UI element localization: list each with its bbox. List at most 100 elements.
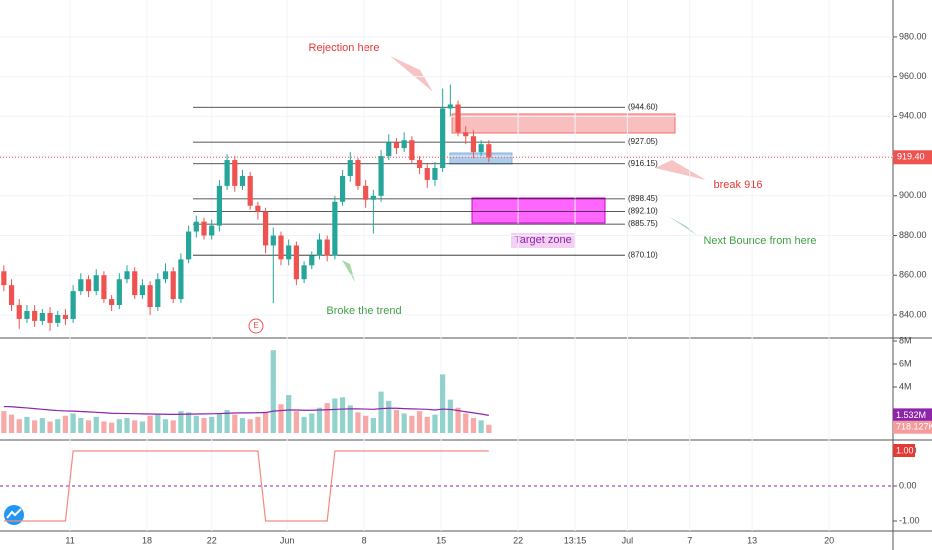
volume-bar	[378, 391, 384, 433]
indicator-line	[3, 450, 489, 522]
level-label: (898.45)	[628, 194, 658, 203]
candle-body	[232, 160, 238, 186]
annotation: Next Bounce from here	[703, 235, 816, 247]
target-zone	[471, 197, 606, 224]
x-tick-label: 20	[824, 535, 834, 545]
level-label: (944.60)	[628, 102, 658, 111]
candle-body	[463, 132, 469, 137]
candle-body	[116, 279, 122, 306]
x-tick-label: 15	[436, 535, 446, 545]
volume-bar	[424, 416, 430, 433]
volume-bar	[416, 411, 423, 433]
earnings-marker[interactable]	[248, 318, 264, 334]
candle-body	[455, 104, 461, 133]
candle-body	[262, 211, 269, 246]
volume-bar	[247, 419, 253, 433]
candle-body	[478, 144, 484, 153]
volume-bar	[332, 398, 338, 433]
x-tick-label: 8	[362, 535, 367, 545]
candle-body	[70, 291, 76, 319]
candle-body	[147, 285, 153, 308]
candle-body	[24, 310, 30, 319]
x-tick-label: 22	[513, 535, 523, 545]
volume-bar	[324, 403, 330, 433]
candle-body	[324, 239, 330, 256]
volume-bar	[116, 419, 122, 433]
candle-body	[209, 225, 215, 236]
candle-body	[132, 271, 138, 296]
volume-bar	[270, 350, 276, 433]
candle-body	[239, 175, 246, 186]
candle-body	[432, 168, 438, 180]
candle-body	[93, 275, 99, 292]
annotation: break 916	[714, 179, 763, 191]
candle-body	[347, 160, 353, 176]
last-price-tag	[893, 150, 932, 165]
candle-body	[424, 168, 430, 180]
candle-body	[62, 314, 69, 319]
candle-body	[355, 160, 361, 186]
volume-bar	[386, 400, 392, 433]
candle-body	[255, 205, 261, 212]
y-tick-label: 900.00	[899, 190, 927, 200]
candle-body	[278, 235, 284, 260]
candle-body	[155, 279, 161, 308]
volume-bar	[162, 419, 169, 433]
volume-bar	[301, 416, 307, 433]
candle-body	[109, 299, 115, 306]
candle-body	[55, 314, 61, 323]
level-label: (885.75)	[628, 219, 658, 228]
volume-bar	[16, 419, 22, 433]
candle-body	[401, 140, 407, 149]
x-tick-label: 13:15	[564, 535, 587, 545]
volume-bar	[409, 415, 415, 433]
x-tick-label: 18	[142, 535, 152, 545]
volume-bar	[224, 410, 230, 433]
volume-bar	[309, 413, 315, 433]
candle-body	[316, 239, 323, 256]
candle-body	[416, 160, 423, 169]
volume-bar	[132, 420, 138, 433]
volume-bar	[193, 415, 199, 433]
candle-body	[363, 185, 369, 200]
volume-bar	[147, 415, 153, 433]
volume-bar	[8, 414, 15, 433]
x-tick-label: 22	[207, 535, 217, 545]
volume-bar	[262, 412, 269, 433]
volume-bar	[463, 413, 469, 433]
volume-bar	[1, 411, 7, 433]
candle-body	[193, 221, 199, 232]
last-price-label: 919.40	[897, 152, 925, 162]
y-tick-label: -1.00	[899, 515, 920, 525]
candle-body	[309, 255, 315, 266]
logo[interactable]	[4, 505, 24, 525]
candle-body	[293, 245, 299, 280]
volume-bar	[393, 410, 400, 433]
level-label: (870.10)	[628, 250, 658, 259]
volume-bar	[62, 415, 69, 433]
volume-bar	[155, 414, 161, 433]
candle-body	[78, 279, 84, 292]
ma-label: 1.532M	[896, 410, 926, 420]
candle-body	[440, 108, 446, 169]
candle-body	[32, 310, 38, 321]
volume-bar	[170, 420, 176, 433]
volume-bar	[293, 411, 299, 433]
volume-bar	[316, 407, 323, 433]
volume-ma	[3, 405, 489, 416]
volume-bar	[32, 420, 38, 433]
candle-body	[470, 136, 477, 153]
volume-bar	[239, 418, 246, 433]
arrow	[342, 260, 355, 282]
volume-label: 718.127K	[896, 422, 932, 432]
arrow	[668, 216, 698, 236]
target-label-bg	[511, 233, 575, 248]
volume-bar	[347, 405, 353, 433]
y-tick-label: 6M	[899, 358, 912, 368]
volume-bar	[486, 424, 492, 433]
volume-bar	[39, 418, 45, 433]
candle-body	[162, 271, 169, 280]
candle-body	[486, 144, 492, 158]
ma-tag	[893, 408, 932, 422]
candle-body	[378, 156, 384, 196]
